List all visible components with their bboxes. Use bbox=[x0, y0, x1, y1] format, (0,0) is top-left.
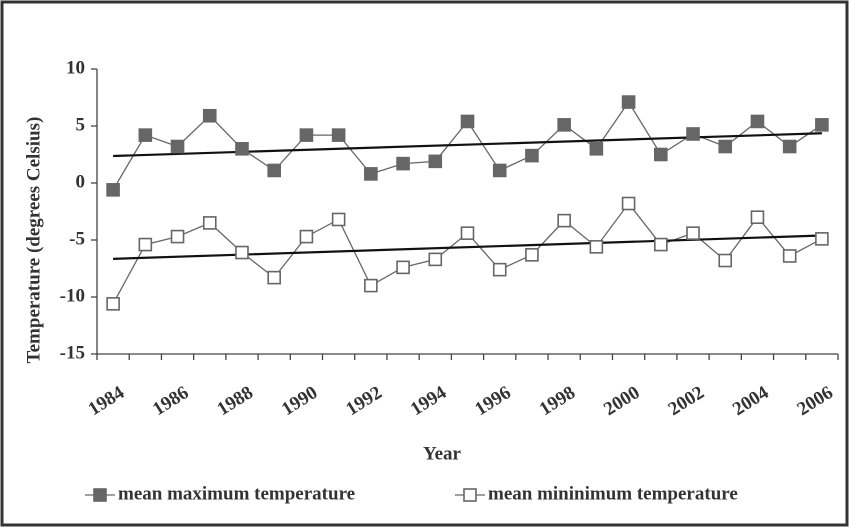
marker bbox=[364, 278, 378, 293]
y-tick-label: -15 bbox=[60, 342, 85, 363]
marker bbox=[718, 253, 733, 268]
marker bbox=[428, 252, 443, 267]
marker bbox=[170, 229, 185, 244]
marker bbox=[621, 95, 636, 109]
marker bbox=[525, 148, 539, 163]
marker bbox=[557, 118, 571, 132]
y-tick-label: 10 bbox=[66, 57, 85, 78]
marker bbox=[557, 213, 571, 228]
trend-line bbox=[113, 132, 822, 158]
marker bbox=[492, 163, 507, 178]
marker bbox=[525, 248, 539, 262]
marker bbox=[138, 128, 153, 142]
legend-marker bbox=[93, 488, 107, 502]
marker bbox=[782, 139, 797, 154]
legend-marker bbox=[463, 488, 477, 502]
marker bbox=[815, 232, 829, 246]
marker bbox=[686, 127, 700, 141]
marker bbox=[428, 154, 443, 169]
marker bbox=[718, 139, 733, 154]
legend-label: mean maximum temperature bbox=[118, 483, 355, 504]
marker bbox=[235, 245, 249, 260]
marker bbox=[299, 229, 314, 244]
marker bbox=[299, 128, 314, 142]
y-tick-label: -5 bbox=[69, 228, 85, 249]
marker bbox=[396, 260, 410, 275]
marker bbox=[267, 163, 281, 178]
marker bbox=[267, 270, 281, 285]
x-axis-label: Year bbox=[423, 443, 462, 464]
marker bbox=[492, 262, 507, 277]
marker bbox=[815, 118, 829, 132]
marker bbox=[106, 183, 120, 197]
y-tick-label: 5 bbox=[76, 114, 86, 135]
trend-line bbox=[113, 234, 822, 260]
y-tick-label: 0 bbox=[76, 171, 86, 192]
marker bbox=[654, 237, 668, 252]
marker bbox=[396, 156, 410, 171]
marker bbox=[589, 142, 604, 156]
y-tick-label: -10 bbox=[60, 285, 85, 306]
marker bbox=[235, 142, 249, 156]
marker bbox=[460, 226, 475, 240]
marker bbox=[782, 249, 797, 263]
marker bbox=[106, 297, 120, 311]
legend-label: mean mininimum temperature bbox=[488, 483, 738, 504]
marker bbox=[364, 167, 378, 181]
marker bbox=[686, 226, 700, 240]
marker bbox=[170, 139, 185, 154]
marker bbox=[460, 114, 475, 129]
marker bbox=[202, 216, 217, 230]
marker bbox=[331, 212, 346, 227]
marker bbox=[621, 196, 636, 211]
marker bbox=[654, 147, 668, 162]
marker bbox=[138, 237, 153, 252]
marker bbox=[750, 114, 765, 129]
marker bbox=[589, 240, 604, 254]
y-axis-label: Temperature (degrees Celsius) bbox=[23, 117, 44, 364]
marker bbox=[202, 108, 217, 123]
marker bbox=[331, 128, 346, 142]
marker bbox=[750, 210, 765, 224]
